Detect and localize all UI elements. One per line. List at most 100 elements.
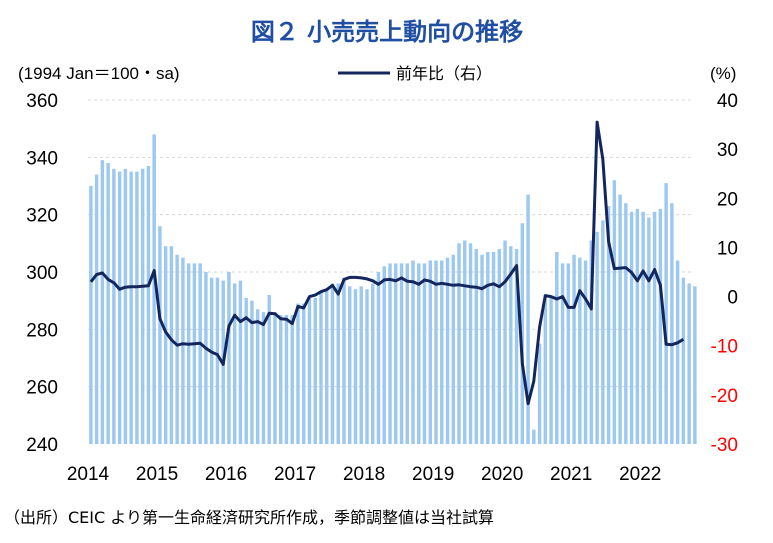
- bar-series: [89, 134, 697, 445]
- bar: [186, 263, 191, 444]
- bar: [549, 297, 553, 444]
- bar: [578, 257, 582, 444]
- bar: [394, 263, 398, 444]
- bar: [388, 263, 392, 444]
- bar: [468, 243, 473, 444]
- bar: [250, 300, 254, 444]
- bar: [595, 231, 599, 444]
- bar: [514, 249, 519, 444]
- bar: [647, 217, 651, 444]
- bar: [163, 246, 168, 444]
- bar: [658, 208, 663, 444]
- x-tick-label: 2020: [481, 464, 523, 485]
- bar: [480, 254, 484, 444]
- bar: [319, 292, 323, 444]
- bar: [681, 277, 686, 444]
- bar: [290, 315, 294, 444]
- bar: [606, 206, 611, 444]
- left-axis-ticks: 240 260 280 300 320 340 360: [26, 91, 58, 456]
- bar: [140, 168, 145, 445]
- bar: [589, 240, 594, 444]
- left-tick-label: 280: [26, 320, 58, 341]
- left-tick-label: 340: [26, 148, 58, 169]
- bar: [445, 257, 450, 444]
- bar: [278, 315, 283, 444]
- bar: [267, 294, 271, 444]
- bar: [618, 194, 622, 444]
- bar: [204, 272, 208, 444]
- bar: [209, 277, 214, 444]
- bar: [227, 272, 231, 444]
- bar: [526, 194, 530, 444]
- left-tick-label: 240: [26, 435, 58, 456]
- bar: [94, 174, 99, 445]
- bar: [129, 171, 133, 444]
- bar: [100, 160, 105, 444]
- bar: [359, 286, 363, 444]
- bar: [324, 289, 329, 444]
- bar: [158, 226, 162, 444]
- bar: [463, 240, 467, 444]
- right-tick-label: 0: [727, 288, 738, 309]
- x-axis-ticks: 2014 2015 2016 2017 2018 2019 2020 2021 2022: [67, 464, 662, 485]
- bar: [457, 243, 461, 444]
- right-tick-label: 40: [717, 91, 738, 112]
- bar: [422, 263, 427, 444]
- bar: [440, 260, 444, 444]
- bar: [238, 280, 243, 444]
- bar: [543, 294, 548, 444]
- bar: [555, 251, 559, 444]
- bar: [152, 134, 156, 444]
- bar: [520, 223, 525, 444]
- bar: [583, 260, 588, 444]
- bar: [693, 286, 697, 444]
- bar: [532, 429, 536, 444]
- bar: [169, 246, 174, 444]
- bar: [117, 171, 122, 444]
- bar: [635, 208, 640, 444]
- right-tick-label: 30: [717, 140, 738, 161]
- right-axis-ticks: -30 -20 -10 0 10 20 30 40: [711, 91, 738, 456]
- bar: [641, 211, 645, 444]
- bar: [451, 254, 456, 444]
- bar: [503, 240, 507, 444]
- bar: [509, 246, 513, 444]
- x-tick-label: 2017: [274, 464, 316, 485]
- bar: [405, 263, 409, 444]
- right-axis-unit: (%): [710, 64, 736, 83]
- left-tick-label: 360: [26, 91, 58, 112]
- bar: [675, 260, 680, 444]
- bar: [670, 203, 674, 444]
- x-tick-label: 2015: [136, 464, 178, 485]
- bar: [566, 263, 571, 444]
- bar: [382, 266, 386, 444]
- bar: [411, 260, 415, 444]
- bar: [192, 263, 197, 444]
- bar: [474, 249, 479, 444]
- bar: [664, 183, 668, 444]
- bar: [296, 303, 300, 444]
- bar: [181, 257, 185, 444]
- bar: [135, 171, 139, 444]
- bar: [353, 289, 358, 444]
- bar: [123, 168, 128, 445]
- bar: [232, 283, 237, 444]
- bar: [612, 180, 617, 444]
- chart-title: 図２ 小売売上動向の推移: [251, 18, 523, 46]
- bar: [491, 251, 496, 444]
- yoy-line: [89, 120, 685, 406]
- bar: [687, 283, 691, 444]
- bar: [112, 168, 116, 445]
- bar: [330, 283, 335, 444]
- bar: [89, 186, 93, 444]
- bar: [215, 277, 220, 444]
- bar: [106, 163, 110, 445]
- bar: [198, 263, 202, 444]
- bar: [629, 211, 634, 444]
- bar: [624, 203, 628, 444]
- x-tick-label: 2014: [67, 464, 110, 485]
- bar: [146, 165, 151, 444]
- bar: [486, 251, 490, 444]
- bar: [497, 249, 502, 444]
